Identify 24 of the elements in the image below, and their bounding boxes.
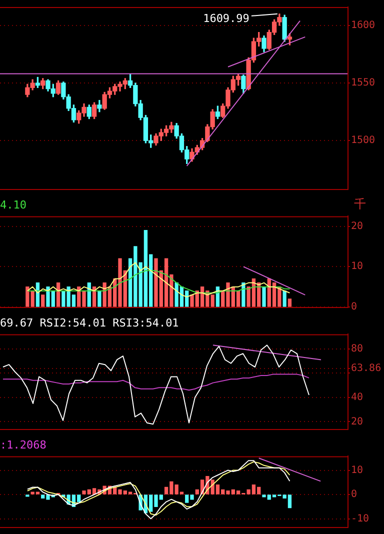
y-tick-label: 1550 bbox=[351, 78, 376, 89]
bar bbox=[288, 298, 292, 307]
y-tick-label: 0 bbox=[351, 302, 358, 313]
y-tick-label: 10 bbox=[351, 464, 364, 476]
bar bbox=[98, 290, 102, 307]
y-tick-label: 0 bbox=[351, 489, 358, 500]
bar bbox=[282, 290, 286, 307]
chart-title: 4.10 bbox=[0, 198, 26, 212]
bar bbox=[242, 282, 246, 307]
annotation: 1609.99 bbox=[203, 12, 250, 25]
y-tick-label: 20 bbox=[351, 220, 364, 232]
bar bbox=[262, 286, 266, 307]
y-tick-label: 10 bbox=[351, 261, 364, 272]
y-tick-label: 1500 bbox=[351, 135, 376, 146]
y-tick-label: -10 bbox=[351, 513, 370, 524]
y-tick-label: 20 bbox=[351, 416, 364, 428]
y-tick-label: 63.86 bbox=[351, 362, 382, 374]
y-tick-label: 80 bbox=[351, 343, 364, 354]
bar bbox=[41, 294, 45, 307]
y-tick-label: 1600 bbox=[351, 20, 376, 32]
y-tick-label: 40 bbox=[351, 392, 364, 403]
chart-title: 69.67 RSI2:54.01 RSI3:54.01 bbox=[0, 316, 179, 330]
chart-title: :1.2068 bbox=[0, 438, 46, 452]
text: 千 bbox=[354, 197, 366, 212]
